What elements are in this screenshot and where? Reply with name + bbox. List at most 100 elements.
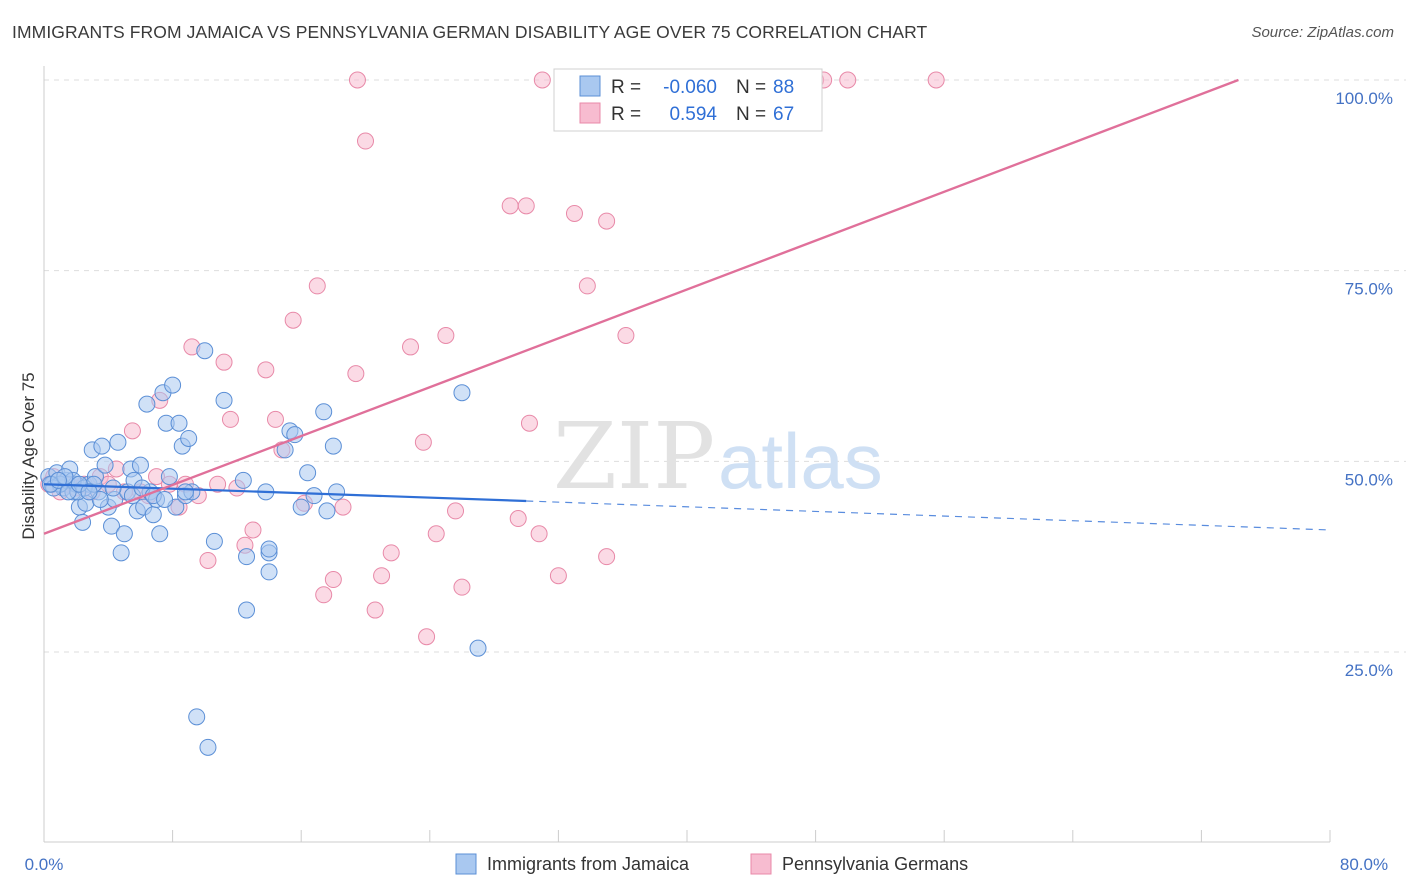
pennsylvania-germans-point [308,277,326,295]
stats-blue-r-label: R = [611,77,641,98]
legend-blue-label: Immigrants from Jamaica [487,854,690,874]
jamaica-point [260,563,278,581]
watermark-zip: ZIP [553,403,715,510]
jamaica-point [260,540,278,558]
jamaica-point [144,506,162,524]
pennsylvania-germans-point [427,525,445,543]
legend-pink-label: Pennsylvania Germans [782,854,968,874]
jamaica-point [215,391,233,409]
jamaica-point [188,708,206,726]
jamaica-point [112,544,130,562]
jamaica-point [131,456,149,474]
trend-lines [43,78,1331,535]
jamaica-point [199,738,217,756]
pennsylvania-germans-point [347,365,365,383]
pennsylvania-germans-point [402,338,420,356]
pennsylvania-germans-point [215,353,233,371]
jamaica-point [138,395,156,413]
jamaica-trend-line [43,483,527,503]
jamaica-point [205,532,223,550]
y-axis-title: Disability Age Over 75 [19,372,38,539]
pennsylvania-germans-point [447,502,465,520]
pennsylvania-germans-point [839,71,857,89]
pennsylvania-germans-point [257,361,275,379]
pennsylvania-germans-point [617,326,635,344]
pennsylvania-germans-point [509,510,527,528]
legend-blue-swatch [455,853,477,875]
pennsylvania-germans-point [209,475,227,493]
pennsylvania-germans-point [453,578,471,596]
pennsylvania-germans-point [348,71,366,89]
jamaica-point [176,483,194,501]
pennsylvania-germans-point [221,410,239,428]
pennsylvania-germans-point [324,571,342,589]
legend-pink-swatch [750,853,772,875]
jamaica-point [238,548,256,566]
pennsylvania-germans-point [199,551,217,569]
gridlines [44,79,1406,653]
stats-blue-swatch [579,75,601,97]
pennsylvania-germans-point [382,544,400,562]
stats-pink-n-value: 67 [773,104,794,125]
stats-pink-r-value: 0.594 [669,104,717,125]
source-label: Source: ZipAtlas.com [1251,24,1394,41]
jamaica-point [292,498,310,516]
series-immigrants-from-jamaica [40,342,487,756]
jamaica-point [115,525,133,543]
stats-box: R = -0.060 N = 88 R = 0.594 N = 67 [553,68,823,132]
pennsylvania-germans-point [530,525,548,543]
jamaica-point [324,437,342,455]
x-tick-label-min: 0.0% [25,855,64,874]
jamaica-point [469,639,487,657]
jamaica-point [305,487,323,505]
pennsylvania-germans-point [517,197,535,215]
stats-pink-n-label: N = [736,104,766,125]
y-tick-labels: 25.0% 50.0% 75.0% 100.0% [1335,89,1393,680]
jamaica-point [453,384,471,402]
jamaica-point [109,433,127,451]
pennsylvania-germans-point [501,197,519,215]
pennsylvania-germans-point [520,414,538,432]
pennsylvania-germans-point [578,277,596,295]
pennsylvania-germans-point [927,71,945,89]
stats-blue-n-value: 88 [773,77,794,98]
pennsylvania-germans-point [357,132,374,150]
pennsylvania-germans-point [315,586,333,604]
jamaica-point [160,468,178,486]
pennsylvania-germans-point [598,548,616,566]
pennsylvania-germans-point [373,567,391,585]
pennsylvania-germans-point [284,311,302,329]
stats-pink-r-label: R = [611,104,641,125]
jamaica-point [151,525,169,543]
jamaica-point [96,456,114,474]
jamaica-trend-extension [526,500,1331,531]
bottom-legend: Immigrants from Jamaica Pennsylvania Ger… [455,853,968,875]
x-tick-marks [43,830,1331,842]
pennsylvania-germans-trend-line [43,78,1239,535]
jamaica-point [170,414,188,432]
pennsylvania-germans-point [565,204,583,222]
jamaica-point [164,376,182,394]
jamaica-point [80,483,98,501]
pennsylvania-germans-point [414,433,432,451]
stats-pink-swatch [579,102,601,124]
x-tick-label-max: 80.0% [1340,855,1388,874]
y-tick-label-75: 75.0% [1345,280,1393,299]
series-pennsylvania-germans [40,71,945,646]
y-tick-label-50: 50.0% [1345,470,1393,489]
pennsylvania-germans-point [334,498,352,516]
jamaica-point [318,502,336,520]
watermark-atlas: atlas [718,417,883,505]
jamaica-point [234,471,252,489]
jamaica-point [103,517,121,535]
pennsylvania-germans-point [549,567,567,585]
jamaica-point [196,342,214,360]
pennsylvania-germans-point [418,628,436,646]
jamaica-point [156,490,174,508]
y-tick-label-100: 100.0% [1335,89,1393,108]
pennsylvania-germans-point [598,212,616,230]
jamaica-point [238,601,256,619]
y-tick-label-25: 25.0% [1345,661,1393,680]
stats-blue-n-label: N = [736,77,766,98]
